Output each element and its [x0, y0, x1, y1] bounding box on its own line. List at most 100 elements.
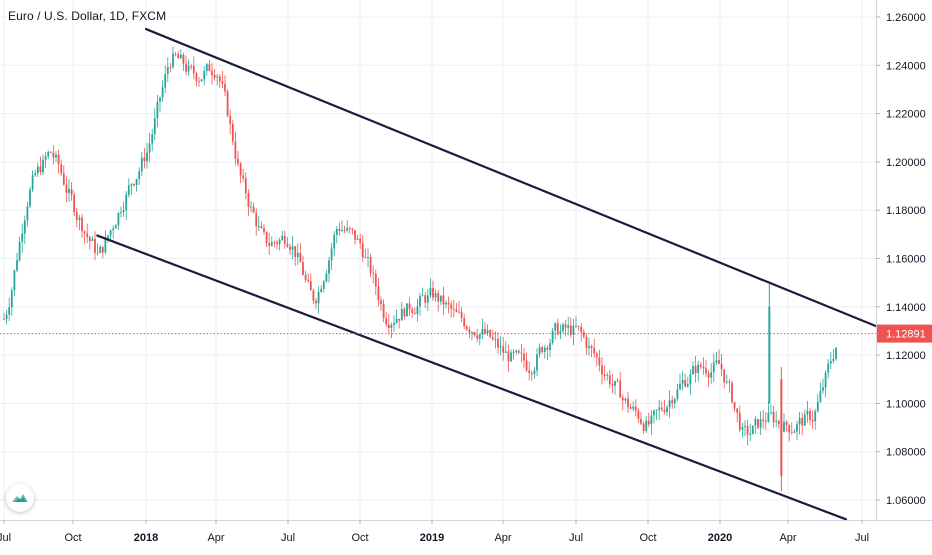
candle-body — [47, 151, 50, 157]
candle-body — [273, 242, 276, 244]
candle-body — [276, 242, 278, 245]
candle-body — [523, 353, 525, 361]
candle-body — [120, 211, 122, 213]
candle-body — [205, 64, 208, 72]
x-tick-label: Jul — [569, 532, 583, 544]
x-axis[interactable]: Jul Oct 2018 Apr Jul Oct 2019 Apr Jul Oct 2020 Apr J… — [0, 520, 869, 544]
candle-body — [302, 262, 304, 275]
candle-body — [746, 426, 749, 435]
candle-body — [660, 407, 663, 410]
candle-body — [593, 347, 596, 354]
candle-body — [655, 409, 658, 411]
candle-body — [606, 375, 609, 376]
candle-body — [754, 418, 757, 426]
candle-body — [406, 303, 408, 317]
candle-body — [793, 431, 796, 433]
candle-body — [127, 185, 130, 195]
tradingview-logo-icon[interactable] — [6, 484, 34, 512]
candle-body — [816, 401, 819, 412]
candle-body — [671, 400, 674, 404]
candle-body — [723, 369, 726, 383]
candle-body — [762, 419, 765, 421]
candle-body — [307, 279, 310, 282]
candle-body — [377, 286, 380, 301]
candle-body — [447, 302, 450, 305]
candle-body — [172, 53, 174, 68]
candle-body — [8, 307, 11, 315]
candle-body — [595, 353, 598, 358]
candle-body — [73, 194, 76, 213]
candle-body — [200, 79, 203, 82]
candle-body — [122, 210, 125, 212]
trendlines[interactable] — [96, 27, 878, 521]
candle-body — [382, 304, 385, 319]
candle-body — [117, 212, 120, 226]
candle-body — [179, 54, 182, 59]
candle-body — [790, 432, 793, 434]
candle-body — [465, 326, 468, 330]
candle-body — [208, 64, 211, 72]
candle-body — [315, 300, 317, 304]
candle-body — [255, 212, 258, 227]
candle-body — [798, 417, 801, 425]
candle-body — [330, 248, 333, 261]
y-axis[interactable]: 1.26000 1.24000 1.22000 1.20000 1.18000 1.160… — [876, 12, 926, 507]
candle-body — [380, 300, 382, 305]
candle-body — [3, 318, 5, 320]
last-price-badge — [877, 324, 932, 343]
candle-body — [133, 183, 135, 185]
candle-body — [712, 362, 715, 373]
candle-body — [822, 387, 824, 391]
candle-body — [562, 324, 564, 332]
y-tick-label: 1.20000 — [886, 157, 926, 169]
candle-body — [458, 311, 460, 313]
candle-body — [640, 418, 642, 424]
candle-body — [827, 363, 830, 373]
candle-body — [398, 318, 401, 321]
candle-body — [361, 243, 364, 258]
candle-body — [471, 332, 473, 334]
candle-body — [229, 115, 232, 124]
candle-body — [437, 293, 440, 302]
candle-body — [385, 318, 388, 325]
candle-body — [689, 374, 692, 385]
candle-body — [530, 372, 533, 375]
candle-body — [226, 91, 229, 116]
candle-body — [494, 338, 497, 340]
candle-body — [164, 74, 167, 88]
candle-body — [829, 361, 832, 364]
candle-body — [684, 379, 687, 387]
candle-body — [806, 410, 809, 415]
candle-body — [304, 274, 307, 280]
candle-body — [419, 296, 421, 307]
candle-body — [390, 324, 393, 328]
candle-body — [237, 158, 239, 164]
y-tick-label: 1.26000 — [886, 12, 926, 24]
candle-body — [322, 281, 325, 289]
candle-body — [211, 71, 213, 75]
candle-body — [481, 328, 484, 335]
candle-body — [42, 159, 44, 173]
y-tick-label: 1.22000 — [886, 109, 926, 121]
candle-body — [289, 246, 291, 250]
candle-body — [731, 382, 733, 403]
y-tick-label: 1.10000 — [886, 398, 926, 410]
y-tick-label: 1.16000 — [886, 254, 926, 266]
candle-body — [86, 233, 89, 237]
candle-body-spike-low — [780, 379, 783, 476]
candle-body — [715, 360, 718, 363]
candle-body — [263, 227, 265, 232]
candle-body — [146, 152, 148, 162]
upper-channel-trendline[interactable] — [144, 27, 878, 328]
candle-body — [283, 235, 286, 244]
y-tick-label: 1.12000 — [886, 350, 926, 362]
candle-body — [265, 231, 268, 244]
candle-body — [109, 230, 112, 236]
candle-body — [783, 421, 785, 432]
candle-body — [515, 350, 518, 353]
candle-body — [99, 246, 102, 253]
lower-channel-trendline[interactable] — [96, 234, 848, 521]
candle-body — [354, 230, 356, 240]
